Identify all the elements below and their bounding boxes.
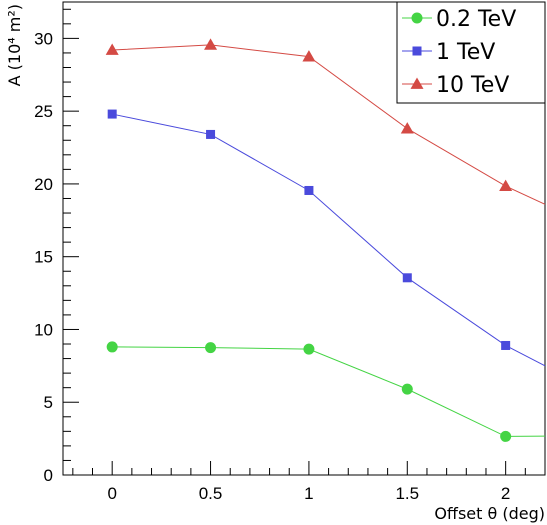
data-point xyxy=(402,273,412,283)
legend-label: 1 TeV xyxy=(436,40,495,65)
x-tick-label: 0 xyxy=(107,484,116,503)
series-1 xyxy=(107,109,546,367)
legend-marker xyxy=(410,77,424,89)
y-tick-label: 30 xyxy=(34,29,53,48)
legend-marker xyxy=(411,12,423,24)
data-point xyxy=(302,50,316,62)
series-0 xyxy=(106,341,546,442)
data-point xyxy=(400,122,414,134)
x-tick-label: 0.5 xyxy=(199,484,223,503)
data-point xyxy=(205,342,217,354)
y-tick-label: 20 xyxy=(34,175,53,194)
data-point xyxy=(107,109,117,119)
plot-frame xyxy=(62,1,546,476)
data-point xyxy=(499,179,513,191)
data-point xyxy=(303,343,315,355)
y-tick-label: 10 xyxy=(34,320,53,339)
series-line xyxy=(112,44,546,205)
x-tick-label: 1 xyxy=(304,484,313,503)
y-axis-label: A (10⁴ m²) xyxy=(5,4,24,86)
y-tick-label: 0 xyxy=(44,466,53,485)
data-point xyxy=(401,383,413,395)
series-2 xyxy=(105,38,546,205)
series-layer xyxy=(105,38,546,442)
x-axis-label: Offset θ (deg) xyxy=(434,504,545,523)
x-axis-ticks: 0 0.5 1 1.5 2 xyxy=(72,461,546,503)
y-tick-label: 15 xyxy=(34,248,53,267)
data-point xyxy=(501,340,511,350)
data-point xyxy=(206,129,216,139)
series-line xyxy=(112,113,546,367)
legend: 0.2 TeV 1 TeV 10 TeV xyxy=(396,1,546,104)
x-tick-label: 2 xyxy=(501,484,510,503)
data-point xyxy=(105,43,119,55)
data-point xyxy=(106,341,118,353)
data-point xyxy=(500,430,512,442)
legend-label: 10 TeV xyxy=(436,73,509,98)
series-line xyxy=(112,346,546,437)
legend-marker xyxy=(412,46,422,56)
legend-label: 0.2 TeV xyxy=(436,7,516,32)
y-axis-ticks: 0 5 10 15 20 25 30 xyxy=(34,8,79,485)
plot-border xyxy=(62,1,546,476)
y-tick-label: 25 xyxy=(34,102,53,121)
y-tick-label: 5 xyxy=(44,393,53,412)
x-tick-label: 1.5 xyxy=(395,484,419,503)
data-point xyxy=(304,185,314,195)
data-point xyxy=(204,38,218,50)
